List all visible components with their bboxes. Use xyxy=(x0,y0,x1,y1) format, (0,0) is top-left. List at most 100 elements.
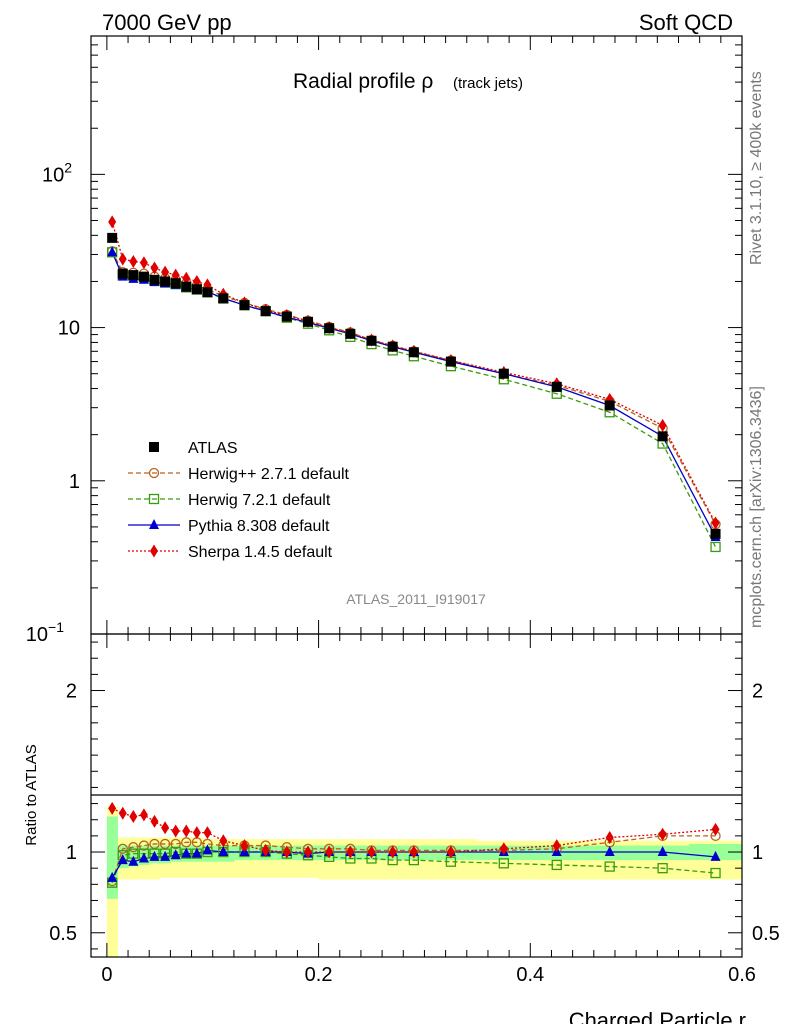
ratio-data-point xyxy=(181,847,192,858)
analysis-watermark: ATLAS_2011_I919017 xyxy=(346,591,486,607)
ratio-data-point xyxy=(170,838,181,850)
ratio-data-point xyxy=(710,867,721,879)
ratio-data-point xyxy=(203,826,212,840)
main-data-point xyxy=(182,271,191,285)
main-data-point xyxy=(387,341,398,352)
ratio-data-point xyxy=(304,845,312,859)
ratio-y-tick-label: 0.5 xyxy=(49,923,77,945)
ratio-data-point xyxy=(388,845,397,859)
main-data-point xyxy=(118,252,127,266)
ratio-band-stat-bin xyxy=(106,816,118,899)
ratio-data-point xyxy=(657,846,668,857)
main-series-markers xyxy=(107,215,721,553)
ratio-frame xyxy=(90,633,743,958)
main-data-point xyxy=(657,431,668,442)
ratio-data-point xyxy=(446,845,455,859)
main-data-point xyxy=(710,528,721,539)
x-tick-label: 0 xyxy=(101,964,112,986)
ratio-ylabel: Ratio to ATLAS xyxy=(23,744,40,845)
legend: ATLAS Herwig++ 2.7.1 default Herwig 7.2.1 … xyxy=(128,440,350,561)
header-left: 7000 GeV pp xyxy=(102,10,232,35)
ratio-data-point xyxy=(138,852,149,863)
ratio-data-point xyxy=(118,806,127,820)
main-data-point xyxy=(445,356,456,367)
ratio-data-point xyxy=(150,814,159,828)
x-tick-label: 0.4 xyxy=(516,964,544,986)
ratio-y-tick-label: 2 xyxy=(66,681,77,703)
main-panel: 102 10 1 10−1 Radial profile ρ (track jets)… xyxy=(26,35,743,648)
y-tick-label: 10−1 xyxy=(26,619,64,646)
ratio-data-point xyxy=(191,847,202,858)
chart-title: Radial profile ρ xyxy=(293,70,433,93)
ratio-data-point xyxy=(138,840,150,851)
main-data-point xyxy=(149,274,160,285)
chart-title-note: (track jets) xyxy=(453,75,523,92)
y-tick-label: 1 xyxy=(69,471,80,493)
main-data-point xyxy=(218,293,229,304)
ratio-data-point xyxy=(171,824,180,838)
ratio-data-point xyxy=(261,843,270,857)
main-axis-ticks: 102 10 1 10−1 xyxy=(26,35,743,648)
main-data-point xyxy=(129,254,138,268)
y-tick-label: 102 xyxy=(42,159,72,186)
ratio-data-point xyxy=(658,827,667,841)
ratio-data-point xyxy=(149,850,160,861)
main-data-point xyxy=(345,328,356,339)
ratio-y-tick-label-right: 2 xyxy=(752,681,763,703)
ratio-series-line xyxy=(111,851,716,883)
ratio-data-point xyxy=(604,861,615,872)
ratio-y-tick-label: 1 xyxy=(66,842,77,864)
ratio-data-point xyxy=(551,859,562,871)
ratio-series-markers xyxy=(107,801,721,888)
main-data-point xyxy=(498,368,509,379)
ratio-data-point xyxy=(552,839,561,853)
ratio-data-point xyxy=(108,801,117,815)
main-data-point xyxy=(260,306,271,317)
main-data-point xyxy=(191,284,202,295)
ratio-axis-ticks: 0 0.2 0.4 0.6 2 2 1 1 0.5 0.5 xyxy=(49,641,780,986)
ratio-data-point xyxy=(282,845,291,859)
ratio-data-point xyxy=(149,838,160,850)
main-data-point xyxy=(139,256,148,270)
ratio-data-point xyxy=(160,850,171,861)
ratio-data-point xyxy=(325,845,334,859)
legend-label: Pythia 8.308 default xyxy=(188,518,330,535)
ratio-data-point xyxy=(710,850,721,861)
ratio-series-line xyxy=(111,835,716,882)
ratio-data-point xyxy=(711,822,720,836)
ratio-band-stat-bin xyxy=(128,845,140,867)
ratio-data-point xyxy=(604,846,615,857)
ratio-data-point xyxy=(605,830,614,844)
ratio-y-tick-label-right: 0.5 xyxy=(752,923,780,945)
legend-marker xyxy=(148,493,160,505)
mcplots-label: mcplots.cern.ch [arXiv:1306.3436] xyxy=(748,386,765,628)
main-data-point xyxy=(408,347,419,358)
ratio-data-point xyxy=(192,826,201,840)
x-tick-label: 0.2 xyxy=(305,964,333,986)
rivet-label: Rivet 3.1.10, ≥ 400k events xyxy=(748,71,765,265)
ratio-panel: 0 0.2 0.4 0.6 2 2 1 1 0.5 0.5 Ratio to ATLAS xyxy=(23,633,780,986)
ratio-data-point xyxy=(128,842,139,853)
ratio-data-point xyxy=(219,834,228,848)
main-data-point xyxy=(117,268,128,279)
y-tick-label: 10 xyxy=(58,318,80,340)
main-data-point xyxy=(170,278,181,289)
legend-label: Herwig 7.2.1 default xyxy=(188,492,331,509)
ratio-data-point xyxy=(170,849,181,860)
ratio-y-tick-label-right: 1 xyxy=(752,842,763,864)
main-data-point xyxy=(150,261,159,275)
ratio-data-point xyxy=(367,845,376,859)
ratio-data-point xyxy=(346,845,355,859)
x-tick-label: 0.6 xyxy=(728,964,756,986)
main-data-point xyxy=(303,316,313,327)
main-data-point xyxy=(108,215,117,229)
main-data-point xyxy=(128,270,139,281)
ratio-data-point xyxy=(117,843,128,854)
ratio-data-point xyxy=(107,871,118,882)
ratio-data-point xyxy=(181,837,192,848)
ratio-uncertainty-bands xyxy=(106,806,743,957)
ratio-data-point xyxy=(499,842,508,856)
ratio-data-point xyxy=(218,846,229,857)
main-data-point xyxy=(202,287,213,298)
ratio-data-point xyxy=(409,845,418,859)
